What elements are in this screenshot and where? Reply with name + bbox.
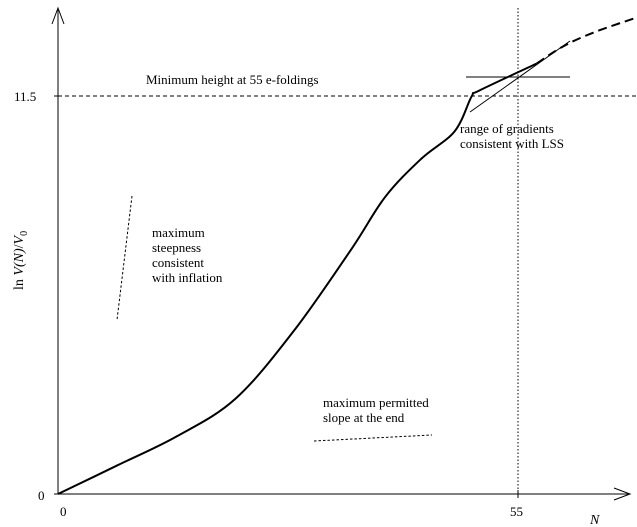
y-tick-label-0: 0 bbox=[38, 488, 45, 503]
end-slope-annotation-line-2: slope at the end bbox=[323, 410, 405, 425]
potential-curve-dashed bbox=[536, 16, 637, 65]
gradients-annotation: range of gradients consistent with LSS bbox=[460, 121, 564, 151]
x-tick-label-55: 55 bbox=[510, 504, 523, 519]
end-slope-annotation: maximum permitted slope at the end bbox=[323, 395, 432, 425]
potential-curve-solid bbox=[57, 62, 538, 495]
gradients-annotation-line-1: range of gradients bbox=[460, 121, 554, 136]
y-axis-label-arg: (N) bbox=[12, 248, 27, 267]
x-axis-arrow bbox=[613, 487, 632, 501]
gradient-steep-line bbox=[469, 40, 571, 113]
y-axis-label-prefix: ln bbox=[12, 276, 27, 290]
y-axis-label: ln V(N)/V0 bbox=[12, 231, 30, 290]
steepness-annotation-line-3: consistent bbox=[152, 255, 204, 270]
y-axis-label-v: V bbox=[12, 266, 27, 276]
steepness-annotation-line-4: with inflation bbox=[152, 270, 223, 285]
y-axis-arrow bbox=[51, 6, 65, 25]
gradients-annotation-line-2: consistent with LSS bbox=[460, 136, 564, 151]
max-steepness-line bbox=[116, 195, 133, 321]
min-height-annotation: Minimum height at 55 e-foldings bbox=[146, 72, 319, 87]
x-axis-label: N bbox=[589, 513, 600, 527]
y-axis-label-v0: V bbox=[12, 234, 27, 244]
steepness-annotation-line-2: steepness bbox=[152, 240, 201, 255]
end-slope-annotation-line-1: maximum permitted bbox=[323, 395, 429, 410]
y-axis-label-subscript: 0 bbox=[19, 231, 30, 236]
y-tick-label-11.5: 11.5 bbox=[14, 89, 36, 104]
x-tick-label-0: 0 bbox=[60, 504, 67, 519]
steepness-annotation: maximum steepness consistent with inflat… bbox=[152, 225, 223, 285]
steepness-annotation-line-1: maximum bbox=[152, 225, 205, 240]
y-axis-label-slash: / bbox=[12, 244, 27, 248]
end-slope-line bbox=[313, 434, 433, 442]
